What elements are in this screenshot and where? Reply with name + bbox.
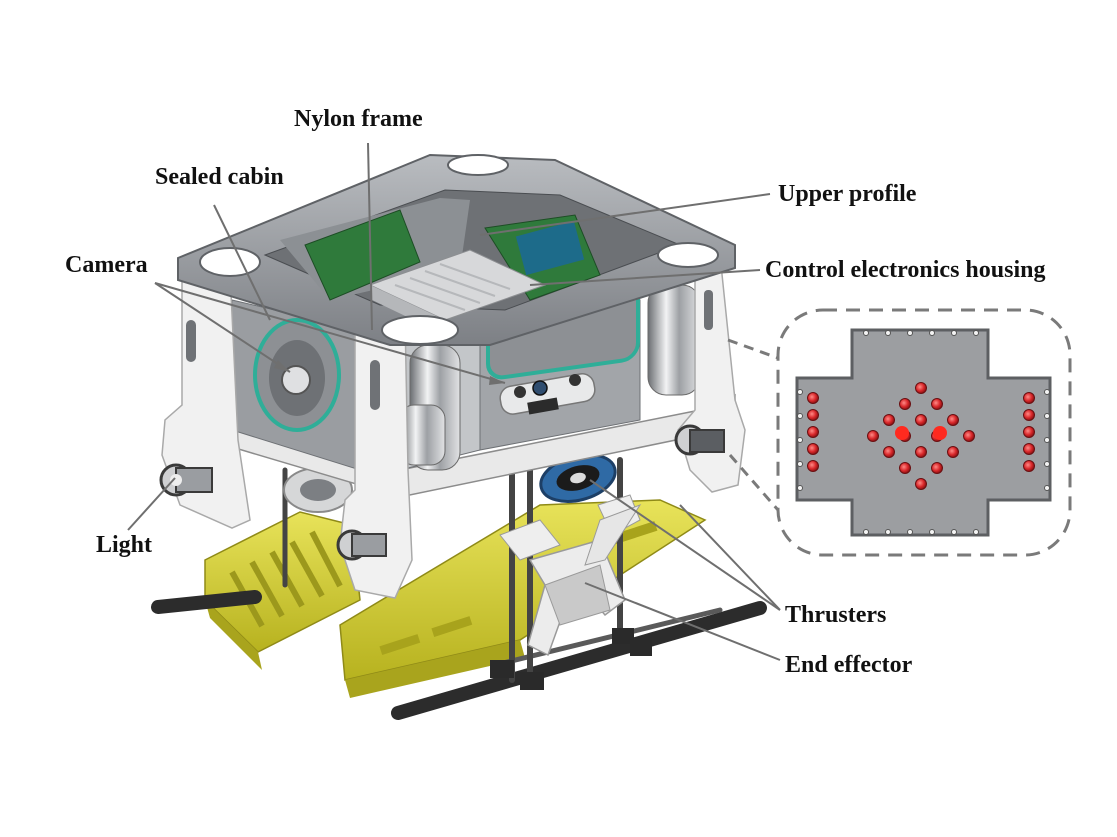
- led-dot: [807, 409, 819, 421]
- label-end-effector: End effector: [785, 652, 913, 678]
- led-dot: [1023, 443, 1035, 455]
- led-dot: [883, 414, 895, 426]
- thruster-blue: [539, 453, 617, 503]
- light-middle: [336, 529, 387, 561]
- led-dot: [883, 446, 895, 458]
- led-dot: [931, 462, 943, 474]
- led-panel-inset: [727, 308, 1072, 557]
- upper-profile: [177, 153, 736, 346]
- led-dot: [1023, 392, 1035, 404]
- thruster-left-lower: [283, 467, 353, 513]
- panel-bolt: [797, 485, 803, 491]
- label-camera: Camera: [65, 252, 148, 278]
- led-dot-bright: [933, 426, 947, 440]
- led-dot: [1023, 460, 1035, 472]
- panel-bolt: [929, 529, 935, 535]
- panel-bolt: [797, 461, 803, 467]
- frame-slots: [186, 290, 713, 410]
- panel-bolt: [973, 330, 979, 336]
- panel-bolt: [863, 330, 869, 336]
- label-light: Light: [96, 532, 153, 558]
- led-dot: [807, 443, 819, 455]
- led-dot: [963, 430, 975, 442]
- panel-bolt: [797, 389, 803, 395]
- led-dot: [807, 460, 819, 472]
- led-dot: [899, 398, 911, 410]
- panel-bolt: [885, 330, 891, 336]
- led-dot: [807, 392, 819, 404]
- led-dot: [915, 478, 927, 490]
- panel-bolt: [1044, 437, 1050, 443]
- leader-lines: [127, 142, 781, 661]
- led-dot: [807, 426, 819, 438]
- led-dot: [899, 462, 911, 474]
- label-control-electronics-housing: Control electronics housing: [765, 257, 1046, 283]
- light-right: [674, 424, 725, 456]
- led-dot: [915, 414, 927, 426]
- panel-bolt: [973, 529, 979, 535]
- panel-bolt: [907, 330, 913, 336]
- led-dot: [867, 430, 879, 442]
- sealed-cabin-window: [253, 318, 341, 432]
- panel-bolt: [1044, 389, 1050, 395]
- led-dot-bright: [895, 426, 909, 440]
- panel-bolt: [907, 529, 913, 535]
- rail-clamps: [490, 628, 652, 690]
- label-upper-profile: Upper profile: [778, 181, 917, 207]
- panel-bolt: [1044, 413, 1050, 419]
- thruster-housings: [399, 284, 701, 471]
- led-dot: [1023, 426, 1035, 438]
- panel-bolt: [1044, 461, 1050, 467]
- led-dot: [915, 446, 927, 458]
- label-sealed-cabin: Sealed cabin: [155, 164, 284, 190]
- panel-bolt: [951, 529, 957, 535]
- end-effector: [499, 494, 642, 657]
- label-thrusters: Thrusters: [785, 602, 887, 628]
- panel-bolt: [951, 330, 957, 336]
- led-dot: [947, 414, 959, 426]
- panel-bolt: [863, 529, 869, 535]
- light-left: [159, 463, 213, 497]
- led-dot: [915, 382, 927, 394]
- led-dot: [931, 398, 943, 410]
- panel-bolt: [797, 437, 803, 443]
- panel-bolt: [1044, 485, 1050, 491]
- led-dot: [947, 446, 959, 458]
- led-dot: [1023, 409, 1035, 421]
- panel-bolt: [885, 529, 891, 535]
- label-nylon-frame: Nylon frame: [294, 106, 423, 132]
- camera-arrowheads: [274, 360, 505, 385]
- panel-bolt: [929, 330, 935, 336]
- panel-bolt: [797, 413, 803, 419]
